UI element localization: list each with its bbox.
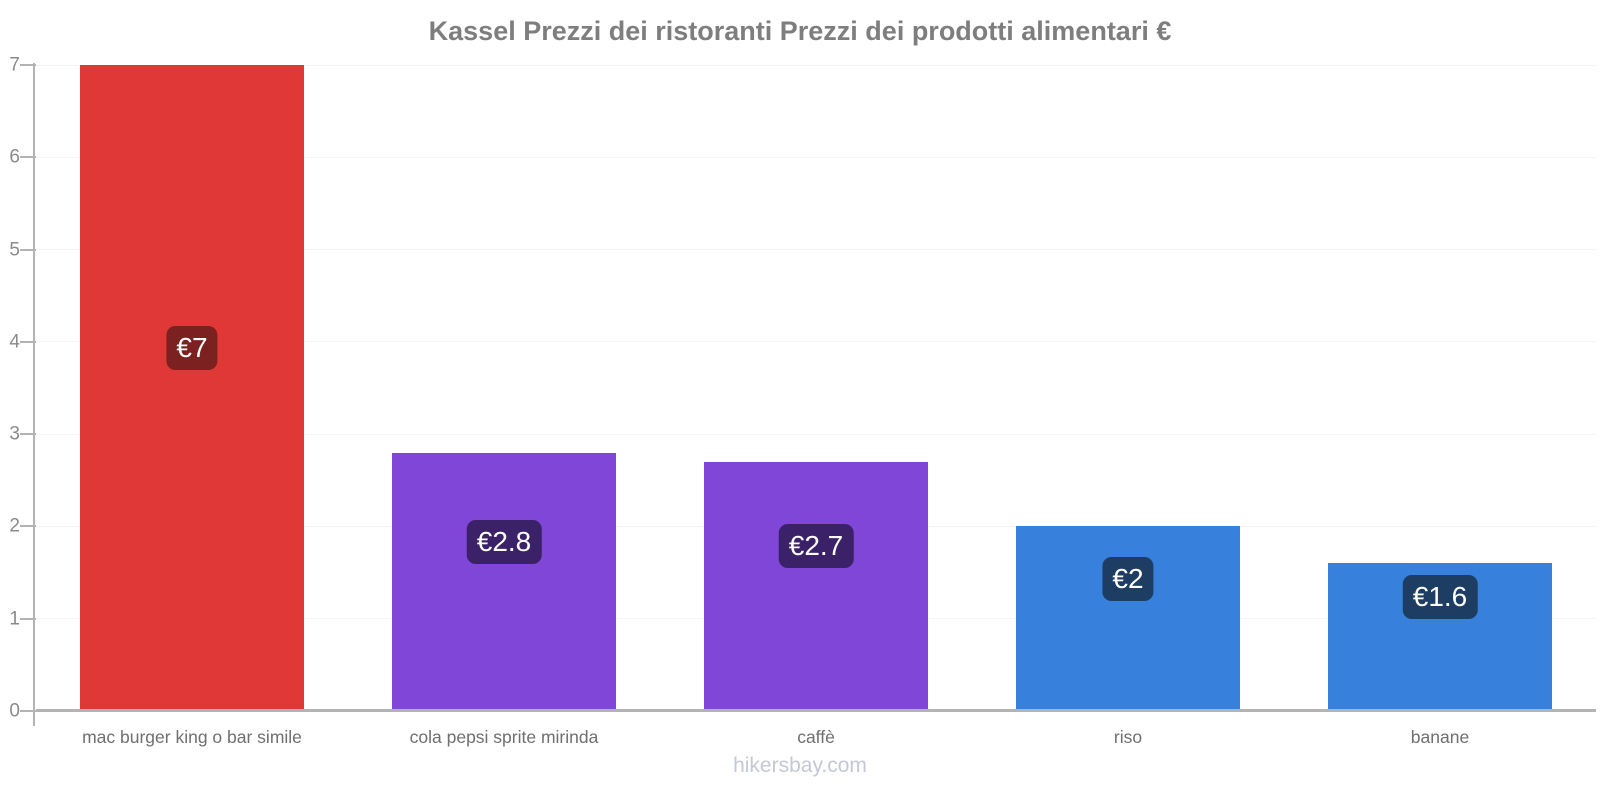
gridline [36,64,1596,66]
y-axis-tick [20,617,36,620]
y-tick-label: 5 [9,239,20,261]
y-axis-tick [20,248,36,251]
x-category-label: cola pepsi sprite mirinda [409,727,599,747]
bar-value-label: €2 [1102,556,1154,601]
bar-value-label: €7 [166,326,218,370]
y-axis-tick [20,156,36,159]
bar[interactable] [80,65,304,711]
y-axis-tick [20,525,36,528]
y-axis-tick [20,64,36,66]
y-tick-label: 7 [9,54,20,76]
x-category-label: caffè [797,727,835,747]
x-category-label: mac burger king o bar simile [82,727,302,747]
y-axis-tick [20,433,36,436]
y-tick-label: 4 [9,331,20,353]
bar-value-label: €2.7 [778,524,854,569]
x-category-label: riso [1113,727,1143,747]
bar[interactable] [1016,526,1240,711]
chart-title: Kassel Prezzi dei ristoranti Prezzi dei … [428,16,1172,46]
watermark: hikersbay.com [733,754,867,777]
y-tick-label: 6 [9,146,20,168]
bar[interactable] [704,461,928,711]
bar-value-label: €1.6 [1402,575,1478,620]
gridline [36,433,1596,435]
y-tick-label: 3 [9,423,20,445]
y-axis-tick [20,340,36,343]
x-axis-line [36,709,1596,712]
y-tick-label: 1 [9,608,20,630]
gridline [36,341,1596,343]
gridline [36,249,1596,251]
bar[interactable] [392,452,616,711]
y-tick-label: 0 [9,700,20,722]
y-tick-label: 2 [9,515,20,537]
x-category-label: banane [1410,727,1470,747]
y-axis-line [33,63,35,726]
gridline [36,156,1596,158]
y-axis-tick [20,710,36,712]
bar-value-label: €2.8 [466,519,542,564]
